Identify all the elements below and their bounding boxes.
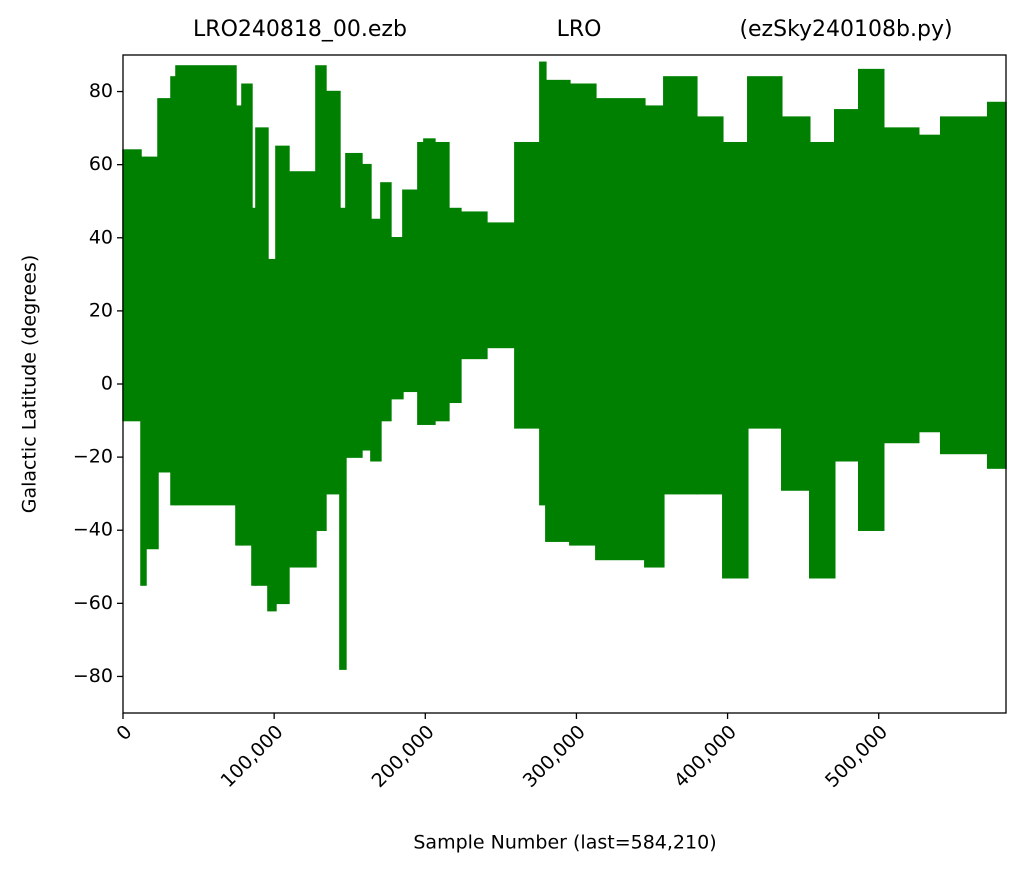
range-bar [663, 76, 698, 495]
x-tick-label: 200,000 [368, 721, 439, 792]
range-bar [402, 189, 419, 393]
range-bar [122, 149, 142, 422]
y-tick-label: 80 [89, 80, 113, 102]
range-bar [423, 138, 436, 425]
chart-title: LRO [557, 17, 602, 42]
range-bar [175, 65, 237, 506]
range-bar [722, 141, 749, 579]
range-bar [747, 76, 783, 429]
range-bar [486, 222, 516, 349]
range-bar [255, 127, 269, 586]
x-axis-label: Sample Number (last=584,210) [413, 832, 716, 854]
range-bar [514, 141, 541, 429]
range-bar [986, 101, 1007, 469]
y-tick-label: −60 [73, 592, 113, 614]
range-bar [917, 134, 942, 433]
range-bar [390, 237, 404, 400]
range-bar [595, 98, 646, 561]
range-bar [267, 258, 277, 612]
range-bar [809, 141, 836, 579]
x-tick-label: 300,000 [519, 721, 590, 792]
range-bar [275, 145, 290, 605]
title-left: LRO240818_00.ezb [193, 17, 407, 42]
range-bar [361, 163, 372, 451]
range-bar [569, 83, 597, 546]
range-bar [235, 105, 243, 546]
range-bar [696, 116, 724, 495]
range-bar [241, 83, 253, 546]
y-tick-label: 0 [101, 373, 113, 395]
y-tick-label: 60 [89, 153, 113, 175]
range-bar [834, 109, 860, 462]
range-bar [339, 207, 347, 670]
range-bar [857, 68, 885, 531]
range-bar [781, 116, 811, 491]
y-tick-label: 40 [89, 226, 113, 248]
range-bar [380, 182, 392, 422]
y-axis-label: Galactic Latitude (degrees) [19, 255, 41, 514]
x-tick-label: 0 [112, 721, 136, 745]
range-bar [370, 218, 382, 462]
range-bar [417, 141, 425, 425]
range-bar [145, 156, 159, 550]
range-bar [434, 141, 450, 422]
title-right: (ezSky240108b.py) [739, 17, 952, 42]
range-bar [882, 127, 920, 444]
range-bar [157, 98, 172, 473]
range-bar [288, 171, 317, 568]
range-bar [345, 152, 363, 458]
range-bar [939, 116, 989, 455]
range-bar [325, 90, 341, 495]
range-bar [545, 79, 571, 542]
y-tick-label: −80 [73, 665, 113, 687]
range-bar [644, 105, 665, 568]
range-bar [448, 207, 462, 404]
y-tick-label: −40 [73, 519, 113, 541]
range-bar [460, 211, 488, 360]
range-bar [315, 65, 327, 531]
x-tick-label: 500,000 [821, 721, 892, 792]
x-tick-label: 100,000 [216, 721, 287, 792]
range-bar [539, 61, 547, 506]
x-tick-label: 400,000 [670, 721, 741, 792]
y-tick-label: −20 [73, 446, 113, 468]
y-tick-label: 20 [89, 299, 113, 321]
